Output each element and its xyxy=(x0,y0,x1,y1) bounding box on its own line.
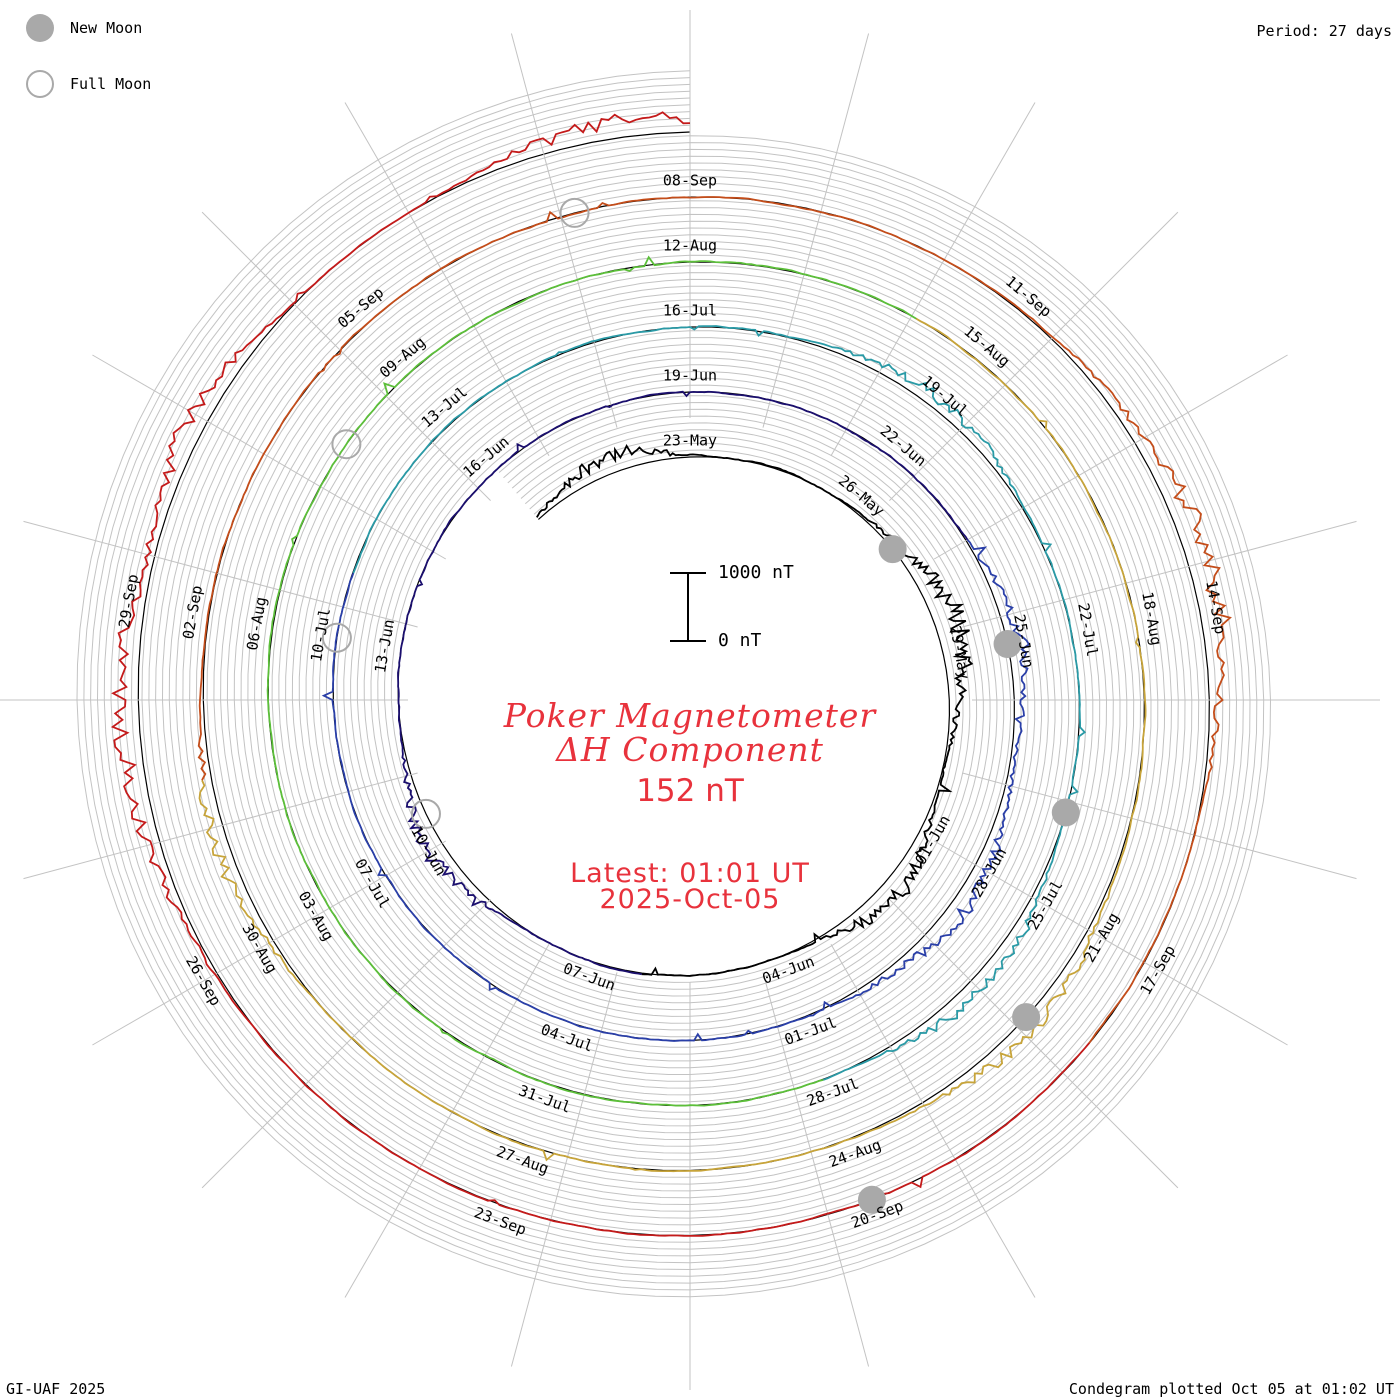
radial-spoke xyxy=(933,354,1288,560)
moon-layer xyxy=(321,197,1080,1214)
new-moon-marker xyxy=(857,1185,886,1214)
series-layer xyxy=(110,111,1232,1237)
new-moon-marker xyxy=(1051,798,1080,827)
series-line-2 xyxy=(397,390,969,976)
scale-bar xyxy=(670,572,706,642)
series-line-1 xyxy=(536,444,974,977)
new-moon-label: New Moon xyxy=(70,19,143,37)
date-label: 19-Jun xyxy=(663,367,717,385)
date-label: 16-Jun xyxy=(460,433,513,482)
new-moon-icon xyxy=(26,14,54,42)
period-label: Period: 27 days xyxy=(1256,22,1392,40)
date-label: 15-Aug xyxy=(960,322,1013,371)
radial-spoke xyxy=(510,33,618,428)
grid-layer xyxy=(0,10,1380,1390)
date-label: 11-Sep xyxy=(1002,272,1055,321)
date-label: 09-Aug xyxy=(376,333,429,382)
series-line-8 xyxy=(110,111,1090,1237)
date-label: 12-Aug xyxy=(663,237,717,255)
grid-spiral-700nt xyxy=(90,83,1258,1284)
grid-spiral-600nt xyxy=(96,90,1251,1277)
new-moon-marker xyxy=(1012,1003,1041,1032)
radial-spoke xyxy=(962,772,1357,880)
radial-spoke xyxy=(344,943,550,1298)
radial-spoke xyxy=(201,211,491,501)
new-moon-marker xyxy=(993,630,1022,659)
grid-spiral-200nt xyxy=(124,117,1224,1250)
grid-spiral-900nt xyxy=(76,70,1272,1298)
date-label: 08-Sep xyxy=(663,172,717,190)
grid-spiral-400nt xyxy=(110,104,1238,1264)
series-line-3 xyxy=(321,539,1031,1042)
chart-subtitle: ΔH Component xyxy=(556,730,824,769)
full-moon-marker xyxy=(331,429,362,460)
date-label: 21-Aug xyxy=(1080,910,1123,966)
date-label: 26-Sep xyxy=(182,953,225,1009)
date-label: 25-Jul xyxy=(1024,877,1067,933)
radial-spoke xyxy=(510,972,618,1367)
chart-title: Poker Magnetometer xyxy=(503,696,877,735)
radial-spoke xyxy=(23,520,418,628)
date-label: 30-Aug xyxy=(238,920,281,976)
radial-spoke xyxy=(344,102,550,457)
latest-time: Latest: 01:01 UT xyxy=(570,858,810,889)
new-moon-marker xyxy=(878,535,907,564)
full-moon-icon xyxy=(26,70,54,98)
series-line-4 xyxy=(352,325,1087,1081)
full-moon-marker xyxy=(410,798,441,829)
radial-spoke xyxy=(762,972,870,1367)
radial-spoke xyxy=(23,772,418,880)
legend-new-moon: New Moon xyxy=(26,12,142,44)
date-label: 03-Aug xyxy=(295,888,338,944)
radial-spoke xyxy=(889,899,1179,1189)
latest-date: 2025-Oct-05 xyxy=(599,884,781,915)
footer-credit: GI-UAF 2025 xyxy=(6,1380,106,1398)
radial-spoke xyxy=(762,33,870,428)
full-moon-marker xyxy=(321,622,352,653)
current-value: 152 nT xyxy=(636,773,744,809)
full-moon-marker xyxy=(559,197,590,228)
radial-spoke xyxy=(962,520,1357,628)
grid-spiral-800nt xyxy=(83,77,1265,1291)
date-label: 07-Jul xyxy=(351,855,394,911)
date-label: 17-Sep xyxy=(1136,942,1179,998)
grid-spiral-300nt xyxy=(117,111,1231,1257)
series-line-6 xyxy=(198,317,1147,1173)
date-label: 26-May xyxy=(835,471,888,520)
scale-top-label: 1000 nT xyxy=(718,562,794,583)
date-label: 23-May xyxy=(663,432,717,450)
radial-spoke xyxy=(889,211,1179,501)
footer-plotted: Condegram plotted Oct 05 at 01:02 UT xyxy=(1068,1380,1394,1398)
date-label: 19-Jul xyxy=(918,372,971,421)
radial-spoke xyxy=(933,840,1288,1046)
grid-spiral-500nt xyxy=(103,97,1244,1271)
full-moon-label: Full Moon xyxy=(70,75,152,93)
series-line-5 xyxy=(266,255,917,1107)
date-label: 22-Jun xyxy=(877,422,930,471)
radial-spoke xyxy=(92,354,447,560)
date-label: 05-Sep xyxy=(334,283,387,332)
series-line-7 xyxy=(197,196,1232,1044)
radial-spoke xyxy=(201,899,491,1189)
radial-spoke xyxy=(830,943,1036,1298)
date-label: 13-Jul xyxy=(418,383,471,432)
radial-spoke xyxy=(830,102,1036,457)
date-label: 16-Jul xyxy=(663,302,717,320)
legend-full-moon: Full Moon xyxy=(26,68,151,100)
grid-spiral-100nt xyxy=(130,124,1217,1243)
scale-bottom-label: 0 nT xyxy=(718,630,762,651)
